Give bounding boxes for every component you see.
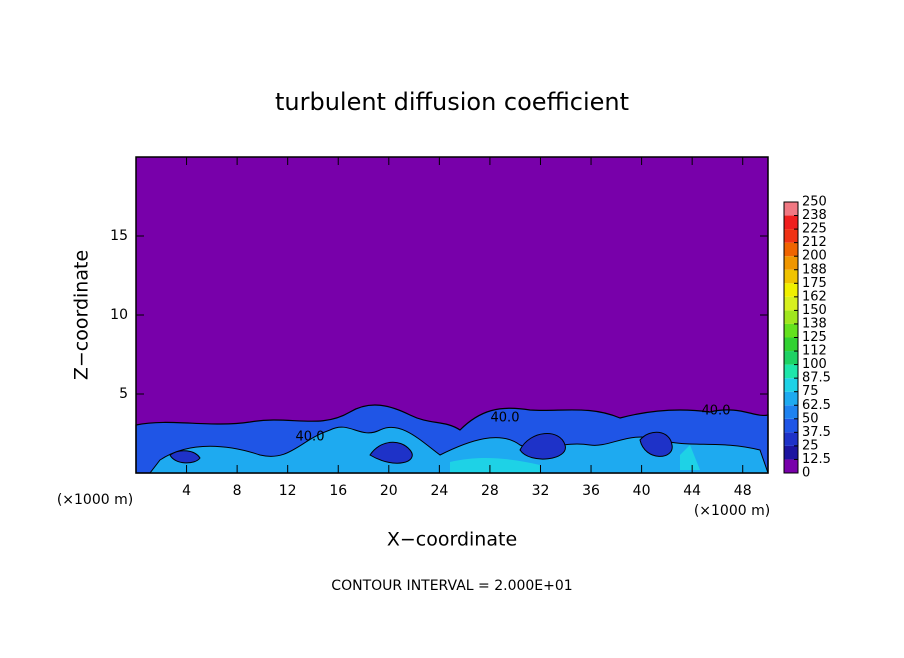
x-tick-label: 28: [481, 483, 499, 499]
colorbar-band: [784, 445, 798, 460]
colorbar-label: 25: [802, 438, 819, 453]
x-tick-label: 20: [380, 483, 398, 499]
x-tick-label: 36: [582, 483, 600, 499]
colorbar-band: [784, 242, 798, 257]
y-axis-label: Z−coordinate: [71, 250, 93, 380]
footer-note: CONTOUR INTERVAL = 2.000E+01: [331, 578, 572, 594]
colorbar-band: [784, 310, 798, 324]
x-tick-label: 8: [233, 483, 242, 499]
x-axis-label: X−coordinate: [387, 529, 517, 551]
field: [135, 157, 769, 474]
x-tick-label: 40: [633, 483, 651, 499]
x-tick-label: 12: [279, 483, 297, 499]
field-layer: [450, 445, 700, 473]
colorbar-band: [784, 215, 798, 230]
colorbar-band: [784, 351, 798, 365]
colorbar-label: 188: [802, 262, 827, 277]
x-tick-label: 4: [182, 483, 191, 499]
colorbar-band: [784, 202, 798, 216]
colorbar-label: 250: [802, 195, 827, 210]
colorbar-label: 175: [802, 276, 827, 291]
colorbar-label: 12.5: [802, 452, 831, 467]
colorbar-band: [784, 405, 798, 419]
colorbar-label: 225: [802, 222, 827, 237]
colorbar-label: 150: [802, 303, 827, 318]
x-unit-label: (×1000 m): [57, 492, 133, 508]
colorbar-band: [784, 364, 798, 379]
colorbar-label: 75: [802, 384, 819, 399]
colorbar-label: 138: [802, 316, 827, 331]
chart-title: turbulent diffusion coefficient: [275, 88, 629, 116]
colorbar-band: [784, 229, 798, 243]
x-tick-label: 32: [532, 483, 550, 499]
colorbar-band: [784, 323, 798, 338]
contour-label: 40.0: [491, 411, 520, 426]
colorbar-label: 125: [802, 330, 827, 345]
colorbar-label: 62.5: [802, 398, 831, 413]
colorbar-band: [784, 432, 798, 446]
x-tick-label: 48: [734, 483, 752, 499]
colorbar-label: 87.5: [802, 371, 831, 386]
colorbar-label: 0: [802, 466, 810, 481]
colorbar-label: 238: [802, 208, 827, 223]
y-tick-label: 15: [110, 228, 128, 244]
x-tick-label: 24: [430, 483, 448, 499]
colorbar-band: [784, 269, 798, 284]
x-unit-label: (×1000 m): [694, 503, 770, 519]
colorbar-band: [784, 459, 798, 473]
colorbar-label: 100: [802, 357, 827, 372]
colorbar-label: 212: [802, 235, 827, 250]
contour-label: 40.0: [296, 430, 325, 445]
colorbar-band: [784, 418, 798, 433]
y-tick-label: 10: [110, 307, 128, 323]
colorbar-label: 50: [802, 411, 819, 426]
colorbar-band: [784, 296, 798, 311]
colorbar-band: [784, 378, 798, 392]
x-tick-label: 44: [683, 483, 701, 499]
y-tick-label: 5: [119, 386, 128, 402]
contour-label: 40.0: [702, 404, 731, 419]
colorbar-band: [784, 283, 798, 297]
colorbar-label: 112: [802, 344, 827, 359]
field-layer: [169, 431, 673, 464]
colorbar-label: 200: [802, 249, 827, 264]
colorbar-label: 37.5: [802, 425, 831, 440]
colorbar-label: 162: [802, 289, 827, 304]
x-tick-label: 16: [329, 483, 347, 499]
colorbar-band: [784, 391, 798, 406]
colorbar-band: [784, 337, 798, 352]
colorbar-band: [784, 256, 798, 270]
